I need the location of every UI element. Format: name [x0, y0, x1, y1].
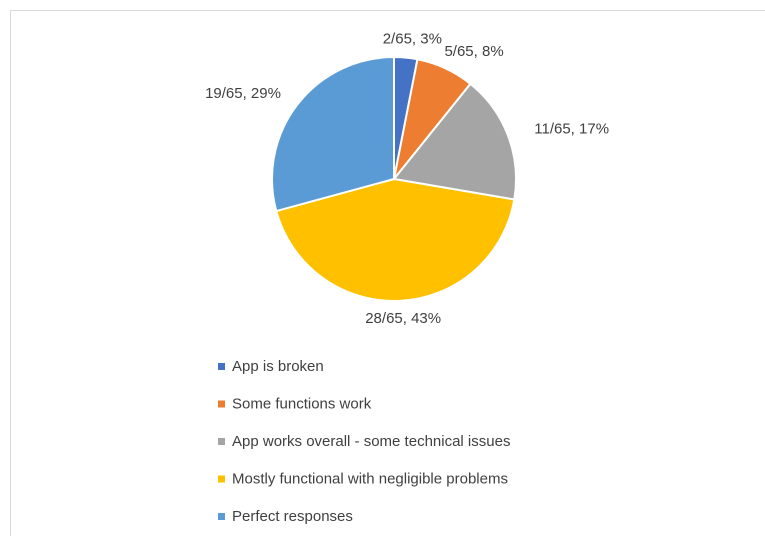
legend-swatch [218, 400, 225, 408]
pie-slice [275, 177, 516, 302]
legend-swatch [218, 438, 225, 445]
data-label: 2/65, 3% [383, 31, 442, 48]
legend-label: Mostly functional with negligible proble… [232, 470, 508, 487]
legend-label: App works overall - some technical issue… [232, 433, 510, 450]
data-label: 28/65, 43% [365, 310, 441, 327]
legend-swatch [218, 475, 225, 483]
legend-swatch [218, 363, 225, 370]
legend-label: App is broken [232, 358, 324, 375]
legend-swatch [218, 513, 225, 520]
legend-label: Perfect responses [232, 508, 353, 525]
legend-label: Some functions work [232, 395, 372, 412]
data-label: 11/65, 17% [534, 120, 609, 137]
pie-slice [271, 55, 395, 213]
pie-slice [392, 82, 517, 201]
data-label: 5/65, 8% [444, 43, 503, 60]
data-label: 19/65, 29% [205, 85, 281, 102]
